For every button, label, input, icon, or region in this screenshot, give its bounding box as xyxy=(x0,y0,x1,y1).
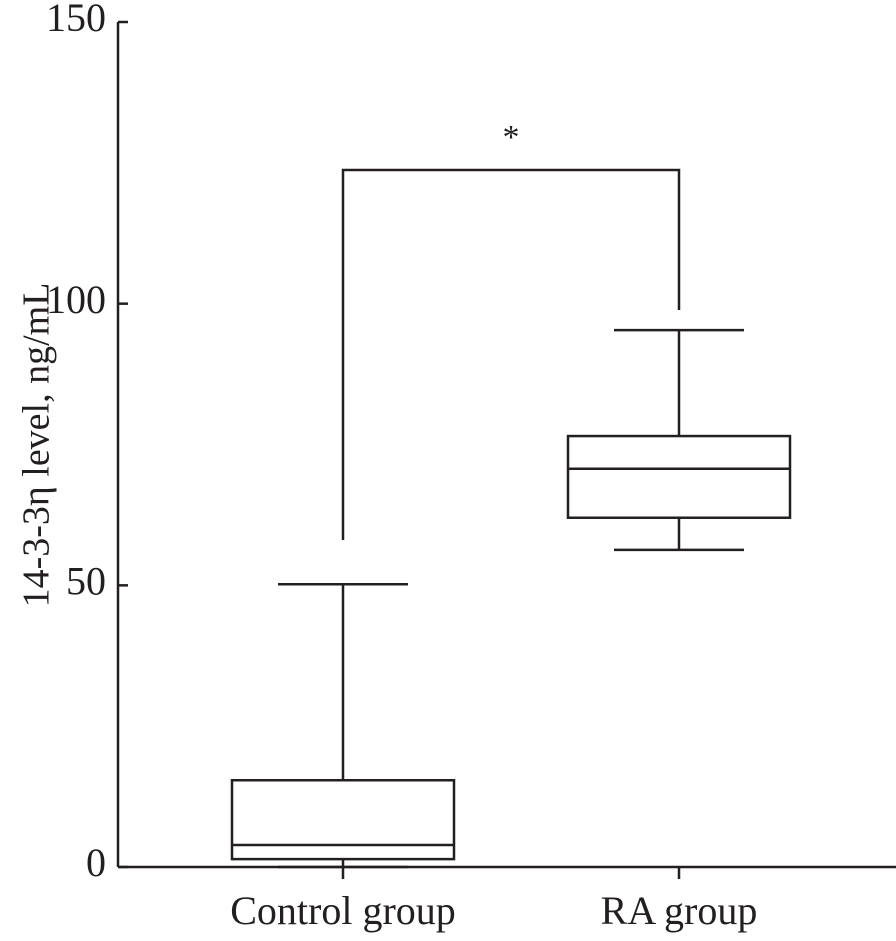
y-axis-label: 14-3-3η level, ng/mL xyxy=(16,283,58,608)
x-tick-label: RA group xyxy=(601,888,758,933)
y-tick-label: 50 xyxy=(66,559,106,604)
y-tick-label: 150 xyxy=(46,0,106,40)
significance-label: * xyxy=(503,119,520,156)
x-tick-label: Control group xyxy=(230,888,456,933)
box xyxy=(566,434,792,519)
significance-bracket xyxy=(341,168,681,540)
y-tick-label: 0 xyxy=(86,840,106,885)
box xyxy=(230,778,456,861)
y-tick-label: 100 xyxy=(46,277,106,322)
